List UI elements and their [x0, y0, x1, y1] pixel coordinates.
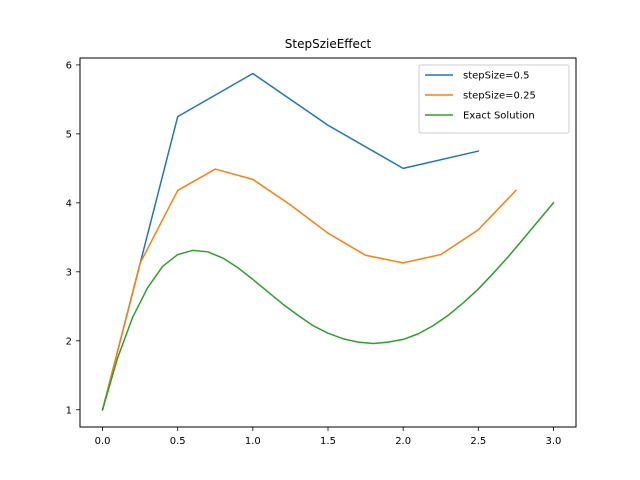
y-tick-label: 3 [66, 267, 72, 278]
y-tick-label: 1 [66, 405, 72, 416]
x-axis: 0.0 0.5 1.0 1.5 2.0 2.5 3.0 [95, 427, 562, 447]
y-axis: 1 2 3 4 5 6 [66, 60, 80, 416]
chart-title: StepSzieEffect [285, 37, 372, 51]
y-tick-label: 2 [66, 336, 72, 347]
series-layer [101, 72, 555, 411]
x-tick-label: 3.0 [546, 436, 562, 447]
x-tick-label: 1.5 [320, 436, 336, 447]
legend-label: stepSize=0.5 [463, 71, 529, 82]
x-tick-label: 2.0 [395, 436, 411, 447]
legend-label: Exact Solution [463, 111, 535, 122]
legend-label: stepSize=0.25 [463, 91, 536, 102]
x-tick-label: 0.0 [95, 436, 111, 447]
x-tick-label: 0.5 [170, 436, 186, 447]
legend: stepSize=0.5 stepSize=0.25 Exact Solution [418, 64, 570, 134]
x-tick-label: 2.5 [470, 436, 486, 447]
y-tick-label: 6 [66, 60, 72, 71]
series-line-3 [101, 201, 555, 411]
legend-box [418, 64, 570, 134]
x-tick-label: 1.0 [245, 436, 261, 447]
y-tick-label: 4 [66, 198, 72, 209]
series-line-2 [101, 168, 517, 411]
y-tick-label: 5 [66, 129, 72, 140]
